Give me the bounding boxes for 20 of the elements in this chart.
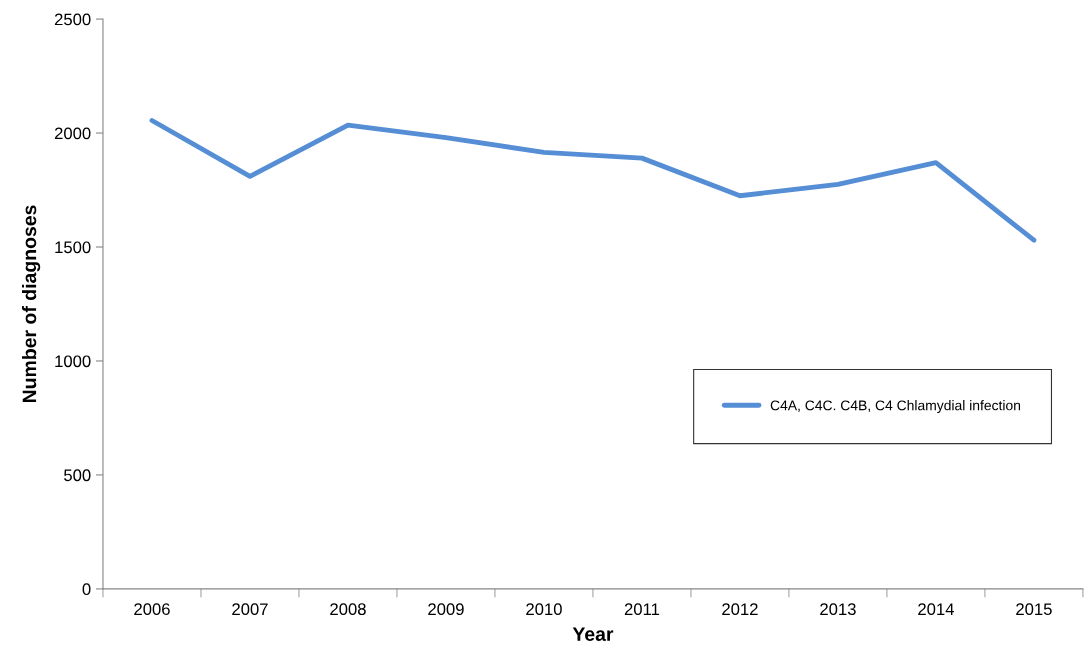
y-tick-label: 2500 xyxy=(54,13,91,26)
y-tick-label: 500 xyxy=(64,469,91,482)
y-tick-label: 2000 xyxy=(54,127,91,140)
x-tick-label: 2013 xyxy=(820,603,856,616)
x-tick-label: 2009 xyxy=(428,603,464,616)
x-tick-label: 2006 xyxy=(134,603,170,616)
x-axis-title: Year xyxy=(572,627,614,641)
y-tick-label: 1000 xyxy=(55,355,91,368)
legend-label: C4A, C4C. C4B, C4 Chlamydial infection xyxy=(770,400,1021,414)
x-tick-label: 2014 xyxy=(918,603,954,616)
line-series xyxy=(149,118,1037,243)
y-tick-label: 0 xyxy=(82,583,91,596)
x-tick-label: 2008 xyxy=(330,603,366,616)
x-tick-label: 2007 xyxy=(232,603,268,616)
y-axis-title: Number of diagnoses xyxy=(22,205,41,403)
x-tick-label: 2011 xyxy=(624,603,660,616)
x-tick-label: 2012 xyxy=(722,603,758,616)
x-tick-label: 2015 xyxy=(1016,603,1052,616)
y-tick-label: 1500 xyxy=(55,241,91,254)
x-tick-label: 2010 xyxy=(526,603,562,616)
